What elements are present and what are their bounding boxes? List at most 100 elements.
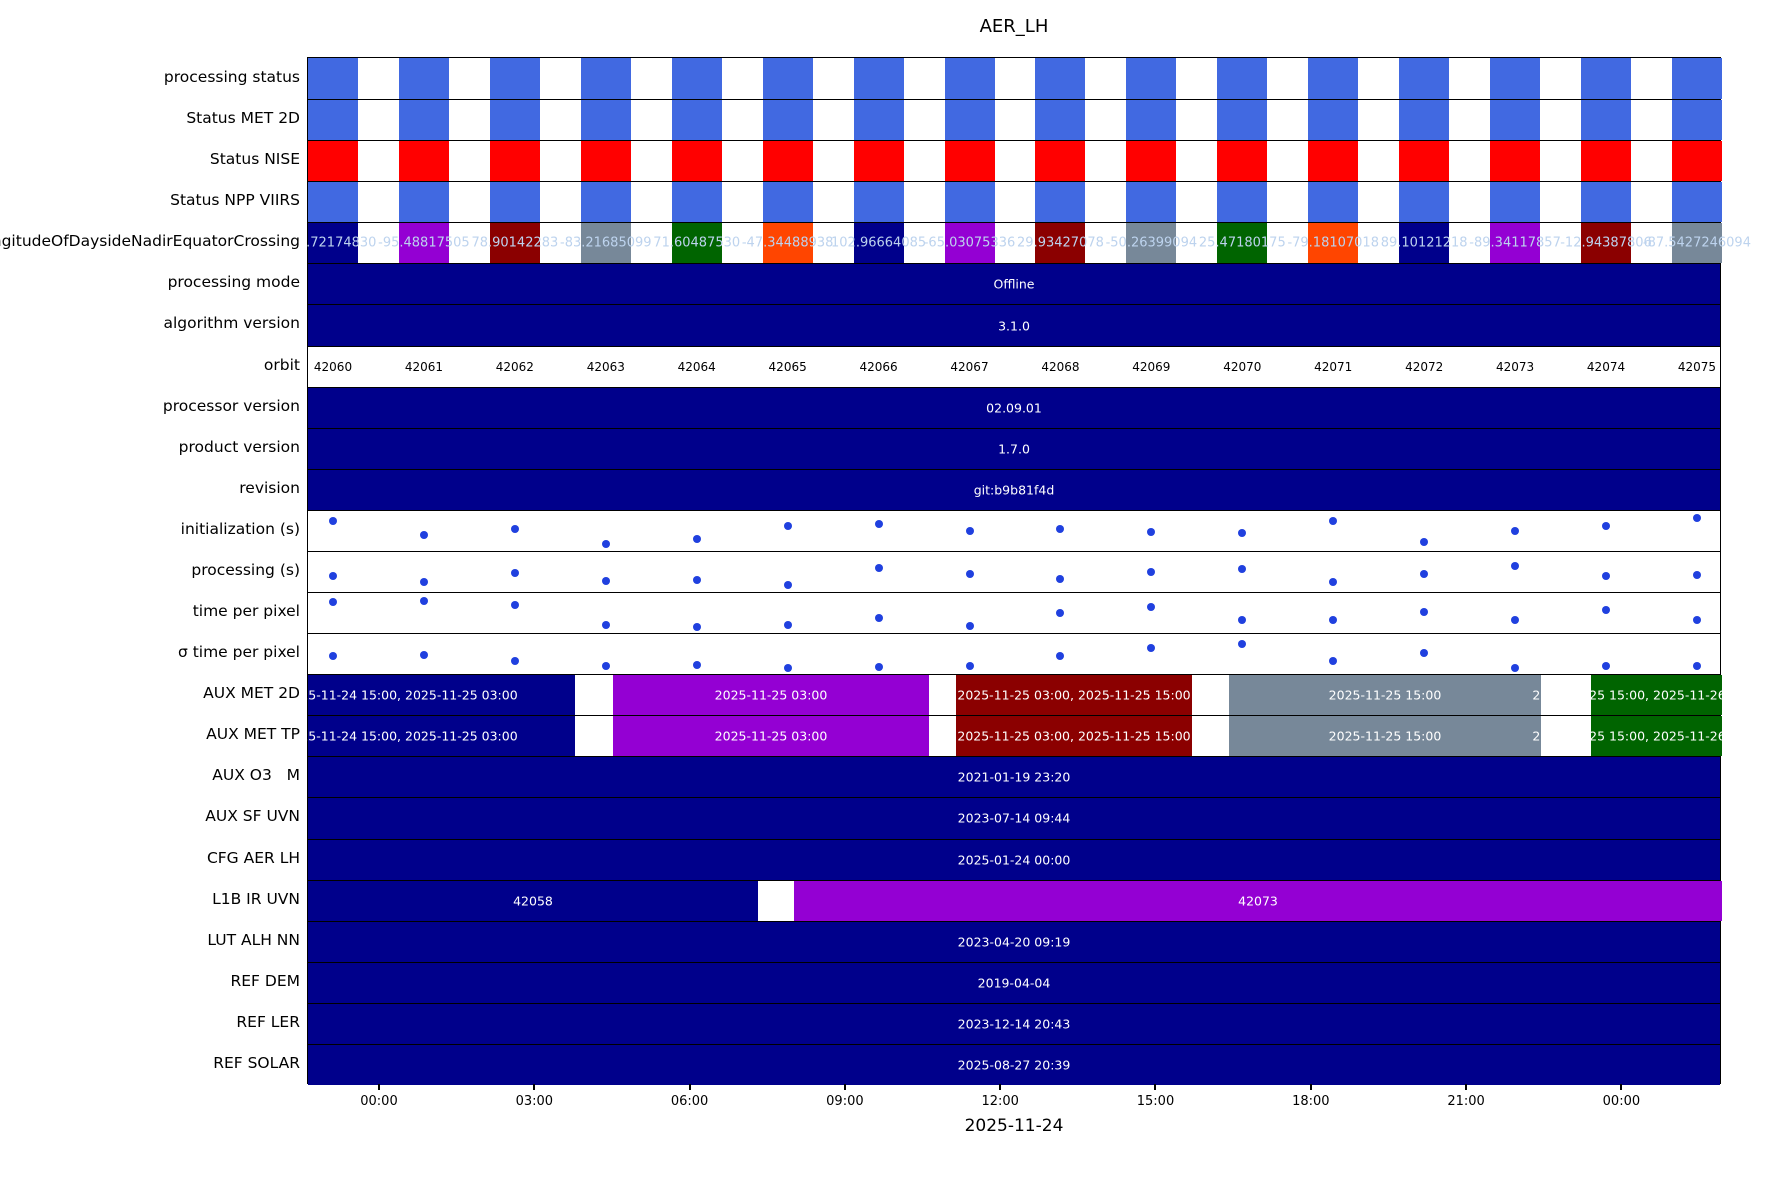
scatter-dot [1602, 606, 1611, 615]
value-bar-text: 3.1.0 [998, 318, 1030, 333]
row-label-ref-dem: REF DEM [230, 971, 300, 990]
segment-label: 42073 [1238, 893, 1278, 909]
segment-label: 2025-11-25 03:00 [714, 687, 828, 703]
row-label-orbit: orbit [263, 355, 300, 374]
scatter-dot [1602, 661, 1611, 670]
row-status-nise [308, 140, 1722, 182]
scatter-dot [1511, 562, 1520, 571]
status-block [489, 141, 540, 182]
x-tick [1154, 1084, 1157, 1090]
segment-label: 42058 [513, 893, 553, 909]
x-tick-label: 00:00 [360, 1094, 398, 1109]
x-tick [999, 1084, 1002, 1090]
timeline-segment [1228, 716, 1541, 757]
x-tick [533, 1084, 536, 1090]
status-block [1581, 58, 1632, 100]
orbit-number: 42071 [1314, 359, 1353, 374]
row-label-time-per-pixel: time per pixel [192, 602, 300, 621]
row-label-cfg-aer-lh: CFG AER LH [206, 848, 300, 867]
scatter-dot [783, 521, 792, 530]
longitude-value: 89.10121218 [1380, 235, 1468, 251]
status-block [1126, 58, 1177, 100]
status-block [489, 182, 540, 223]
x-tick [843, 1084, 846, 1090]
row-label-status-met-2d: Status MET 2D [186, 109, 300, 128]
status-block [762, 100, 813, 141]
timeline-segment [955, 675, 1192, 716]
longitude-value: 25.47180175 [1198, 235, 1286, 251]
status-block [944, 58, 995, 100]
longitude-block [1581, 223, 1632, 264]
longitude-block [489, 223, 540, 264]
row-label-l1b-ir-uvn: L1B IR UVN [212, 889, 300, 908]
orbit-number: 42062 [495, 359, 534, 374]
longitude-block [1490, 223, 1541, 264]
longitude-value: 102.96664085 [831, 235, 927, 251]
status-block [762, 182, 813, 223]
scatter-dot [1692, 615, 1701, 624]
row-time-per-pixel [308, 592, 1720, 633]
longitude-value: -79.18107018 [1287, 235, 1379, 251]
status-block [308, 182, 358, 223]
row-longitudeofdaysidenadirequatorcrossing: 21.72174830 -95.48817505 78.90142283 -83.21… [290, 222, 1751, 264]
status-block [398, 182, 449, 223]
status-block [398, 100, 449, 141]
value-bar-text: 2023-04-20 09:19 [957, 934, 1071, 950]
row-ref-dem: 2019-04-04 [308, 961, 1720, 1003]
segment-label: 2025-11-25 03:00, 2025-11-25 15:00 [957, 728, 1191, 744]
status-block [1581, 141, 1632, 182]
longitude-block [1671, 223, 1722, 264]
timeline-segment [1228, 675, 1541, 716]
row-label-ref-solar: REF SOLAR [213, 1053, 300, 1072]
value-bar: 2025-08-27 20:39 [308, 1044, 1720, 1085]
row-label-lut-alh-nn: LUT ALH NN [207, 930, 300, 949]
status-block [1217, 141, 1268, 182]
scatter-dot [1238, 616, 1247, 625]
scatter-dot [965, 622, 974, 630]
value-bar-text: 02.09.01 [986, 400, 1042, 416]
value-bar: Offline [308, 264, 1720, 305]
orbit-number: 42075 [1677, 359, 1717, 374]
status-block [308, 100, 358, 141]
status-block [398, 141, 449, 182]
value-bar: 2023-07-14 09:44 [308, 798, 1720, 839]
scatter-dot [874, 519, 883, 528]
scatter-dot [1238, 528, 1247, 537]
orbit-number: 42066 [859, 359, 898, 374]
x-tick [377, 1084, 380, 1090]
x-tick-label: 09:00 [826, 1094, 864, 1109]
x-tick-label: 06:00 [670, 1094, 709, 1109]
longitude-block [1308, 223, 1359, 264]
longitude-value: -12.94387806 [1560, 235, 1652, 251]
timeline-segment [1591, 675, 1722, 716]
status-block [1671, 182, 1722, 223]
row-cfg-aer-lh: 2025-01-24 00:00 [308, 838, 1720, 880]
status-block [1399, 182, 1450, 223]
status-block [1035, 100, 1086, 141]
row-aux-met-tp: 2025-11-24 15:00, 2025-11-25 03:00 2025-1… [284, 715, 1766, 757]
status-block [1308, 141, 1359, 182]
longitude-value: -65.03075336 [923, 235, 1016, 251]
row-processing-status [308, 58, 1722, 100]
row-aux-met-2d: 2025-11-24 15:00, 2025-11-25 03:00 2025-1… [284, 674, 1766, 716]
scatter-dot [874, 613, 883, 622]
scatter-dot [1511, 527, 1520, 536]
row-ref-solar: 2025-08-27 20:39 [308, 1043, 1720, 1085]
scatter-dot [1329, 656, 1338, 665]
scatter-dot [510, 601, 519, 610]
status-block [1490, 100, 1541, 141]
orbit-number: 42067 [950, 359, 989, 374]
x-tick [688, 1084, 691, 1090]
timeline-segment [612, 675, 929, 716]
value-bar-text: Offline [993, 276, 1035, 292]
segment-label: 2025-11-25 03:00 [714, 728, 828, 744]
status-block [671, 141, 722, 182]
scatter-dot [1329, 616, 1338, 625]
x-axis-date-label: 2025-11-24 [964, 1116, 1064, 1136]
value-bar: 2021-01-19 23:20 [308, 757, 1720, 798]
scatter-dot [692, 535, 701, 544]
orbit-number: 42073 [1495, 359, 1535, 374]
segment-label: 2025-11-25 15:00, 2025-11-26 03:00 [1532, 687, 1766, 703]
value-bar-text: 2021-01-19 23:20 [957, 769, 1071, 785]
